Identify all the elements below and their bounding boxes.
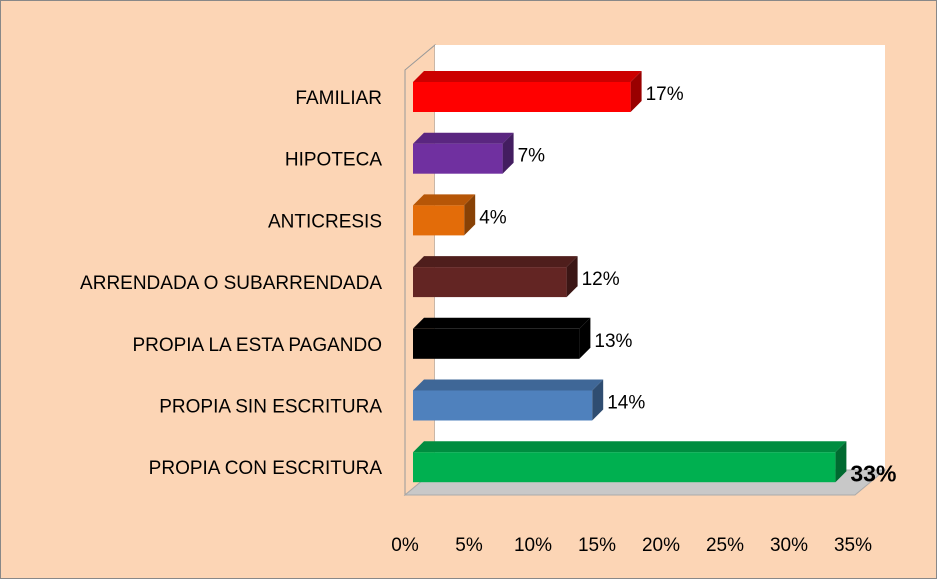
bar-top [413, 194, 476, 206]
bar-top [413, 441, 847, 453]
category-label: FAMILIAR [295, 88, 382, 109]
bar-side [630, 71, 642, 112]
value-label: 14% [607, 393, 645, 414]
bar-top [413, 256, 578, 268]
x-tick-label: 0% [391, 535, 419, 556]
category-label: HIPOTECA [285, 150, 382, 171]
bar [413, 328, 580, 359]
x-tick-label: 35% [834, 535, 872, 556]
bar [413, 452, 836, 483]
bar-side [502, 132, 514, 174]
x-tick-label: 20% [642, 535, 680, 556]
value-label: 7% [518, 146, 546, 167]
value-label: 33% [850, 460, 896, 486]
bar [413, 205, 465, 236]
value-label: 4% [479, 207, 507, 228]
bar-side [579, 317, 591, 359]
bar [413, 82, 631, 112]
bar-side [566, 256, 578, 298]
category-label: PROPIA LA ESTA PAGANDO [132, 335, 382, 356]
category-label: PROPIA SIN ESCRITURA [159, 397, 382, 418]
bar-top [413, 379, 604, 391]
bar [413, 267, 567, 298]
value-label: 13% [594, 331, 632, 352]
category-label: PROPIA CON ESCRITURA [149, 458, 383, 479]
x-tick-label: 30% [770, 535, 808, 556]
bar-top [413, 317, 591, 329]
bar-side [464, 194, 476, 236]
category-label: ANTICRESIS [268, 211, 382, 232]
x-tick-label: 15% [578, 535, 616, 556]
value-label: 12% [582, 269, 620, 290]
x-tick-label: 10% [514, 535, 552, 556]
bar [413, 143, 503, 174]
value-label: 17% [646, 84, 684, 105]
x-tick-label: 25% [706, 535, 744, 556]
category-label: ARRENDADA O SUBARRENDADA [80, 273, 382, 294]
bar-top [413, 132, 514, 144]
bar-top [413, 71, 642, 82]
x-tick-label: 5% [455, 535, 483, 556]
bar-side [592, 379, 604, 421]
bar-side [835, 441, 847, 483]
bar [413, 390, 593, 421]
